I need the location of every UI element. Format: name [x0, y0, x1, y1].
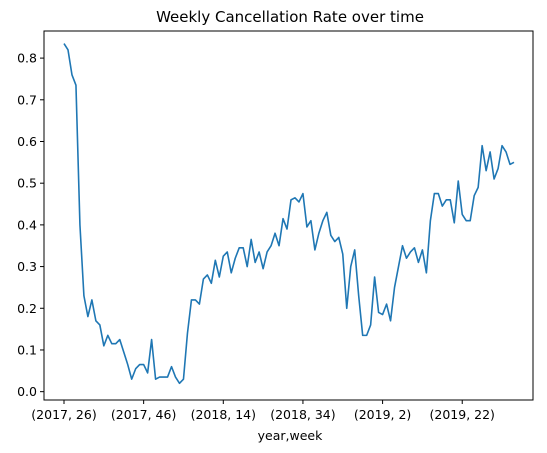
- y-tick-label: 0.4: [17, 217, 37, 232]
- series-line: [63, 43, 515, 385]
- x-axis-label: year,week: [258, 428, 323, 443]
- y-tick-label: 0.1: [17, 342, 37, 357]
- y-tick-label: 0.7: [17, 92, 37, 107]
- x-tick-label: (2018, 14): [191, 407, 256, 422]
- x-tick-label: (2019, 22): [430, 407, 495, 422]
- x-axis: (2017, 26) (2017, 46) (2018, 14) (2018, 34)…: [31, 400, 495, 422]
- x-tick-label: (2017, 46): [111, 407, 176, 422]
- x-tick-label: (2018, 34): [270, 407, 335, 422]
- y-tick-label: 0.2: [17, 301, 37, 316]
- y-tick-label: 0.0: [17, 384, 37, 399]
- y-axis: 0.0 0.1 0.2 0.3 0.4 0.5 0.6 0.7 0.8: [17, 51, 44, 399]
- chart-title: Weekly Cancellation Rate over time: [156, 8, 424, 26]
- y-tick-label: 0.8: [17, 51, 37, 66]
- y-tick-label: 0.5: [17, 176, 37, 191]
- plot-frame: [43, 30, 534, 401]
- y-tick-label: 0.3: [17, 259, 37, 274]
- y-tick-label: 0.6: [17, 134, 37, 149]
- x-tick-label: (2017, 26): [31, 407, 96, 422]
- plot-series: [63, 43, 515, 385]
- x-tick-label: (2019, 2): [354, 407, 411, 422]
